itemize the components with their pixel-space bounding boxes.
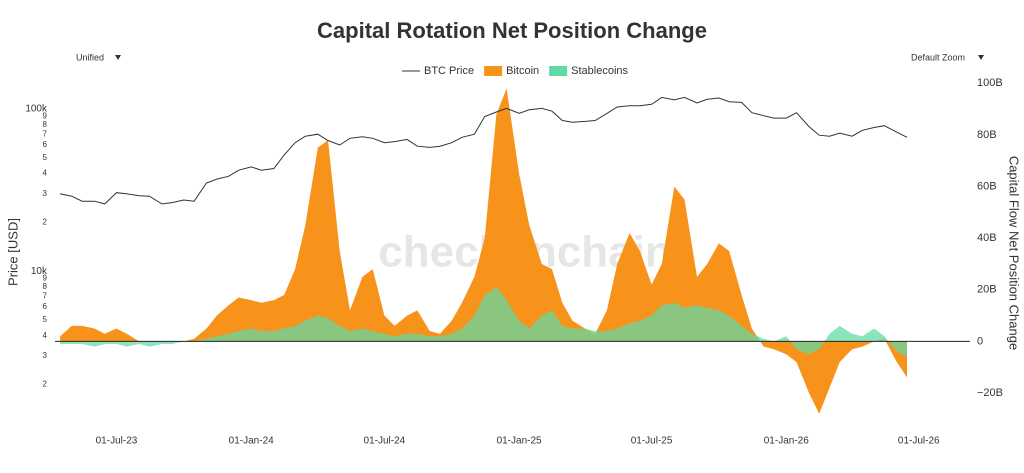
dropdown-arrow[interactable] (978, 55, 984, 60)
y-tick-label: 6 (43, 302, 48, 311)
y-tick-label: 100k (25, 104, 48, 115)
legend-label: BTC Price (424, 65, 474, 77)
y-axis-title: Price [USD] (5, 218, 20, 286)
legend-label: Bitcoin (506, 65, 539, 77)
y-tick-label: 7 (43, 129, 48, 138)
y-tick-label: 5 (43, 153, 48, 162)
zoom-label[interactable]: Default Zoom (911, 52, 965, 62)
y-tick-label: 3 (43, 189, 48, 198)
legend-label: Stablecoins (571, 65, 628, 77)
y2-tick-label: 0 (977, 335, 983, 347)
x-tick-label: 01-Jan-25 (497, 436, 542, 447)
y-tick-label: 4 (43, 169, 48, 178)
y2-tick-label: 20B (977, 284, 997, 296)
y2-tick-label: 80B (977, 129, 997, 141)
x-tick-label: 01-Jul-26 (898, 436, 940, 447)
y-tick-label: 5 (43, 315, 48, 324)
x-tick-label: 01-Jul-25 (631, 436, 673, 447)
x-tick-label: 01-Jan-24 (229, 436, 274, 447)
y-tick-label: 3 (43, 351, 48, 360)
legend-swatch (484, 66, 503, 76)
y-tick-label: 2 (43, 217, 48, 226)
y-tick-label: 9 (43, 112, 48, 121)
y-tick-label: 8 (43, 120, 48, 129)
area-1 (60, 88, 908, 414)
y-tick-label: 4 (43, 331, 48, 340)
y2-tick-label: −20B (977, 387, 1003, 399)
y-tick-label: 9 (43, 274, 48, 283)
x-tick-label: 01-Jul-23 (96, 436, 138, 447)
x-tick-label: 01-Jul-24 (364, 436, 406, 447)
y2-tick-label: 100B (977, 77, 1003, 89)
y2-tick-label: 40B (977, 232, 997, 244)
dropdown-arrow[interactable] (115, 55, 121, 60)
y-tick-label: 2 (43, 380, 48, 389)
y-tick-label: 6 (43, 140, 48, 149)
hover-mode-label[interactable]: Unified (76, 52, 104, 62)
chart-title: Capital Rotation Net Position Change (317, 18, 707, 43)
y2-axis-title: Capital Flow Net Position Change (1007, 156, 1022, 350)
y-tick-label: 10k (31, 266, 48, 277)
y-tick-label: 7 (43, 291, 48, 300)
zoom-control[interactable]: Default Zoom (911, 52, 984, 62)
hover-mode-control[interactable]: Unified (76, 52, 121, 62)
y-tick-label: 8 (43, 282, 48, 291)
area-2 (60, 287, 908, 357)
x-tick-label: 01-Jan-26 (764, 436, 809, 447)
line-0 (59, 96, 908, 205)
y2-tick-label: 60B (977, 180, 997, 192)
legend-swatch (549, 66, 568, 76)
